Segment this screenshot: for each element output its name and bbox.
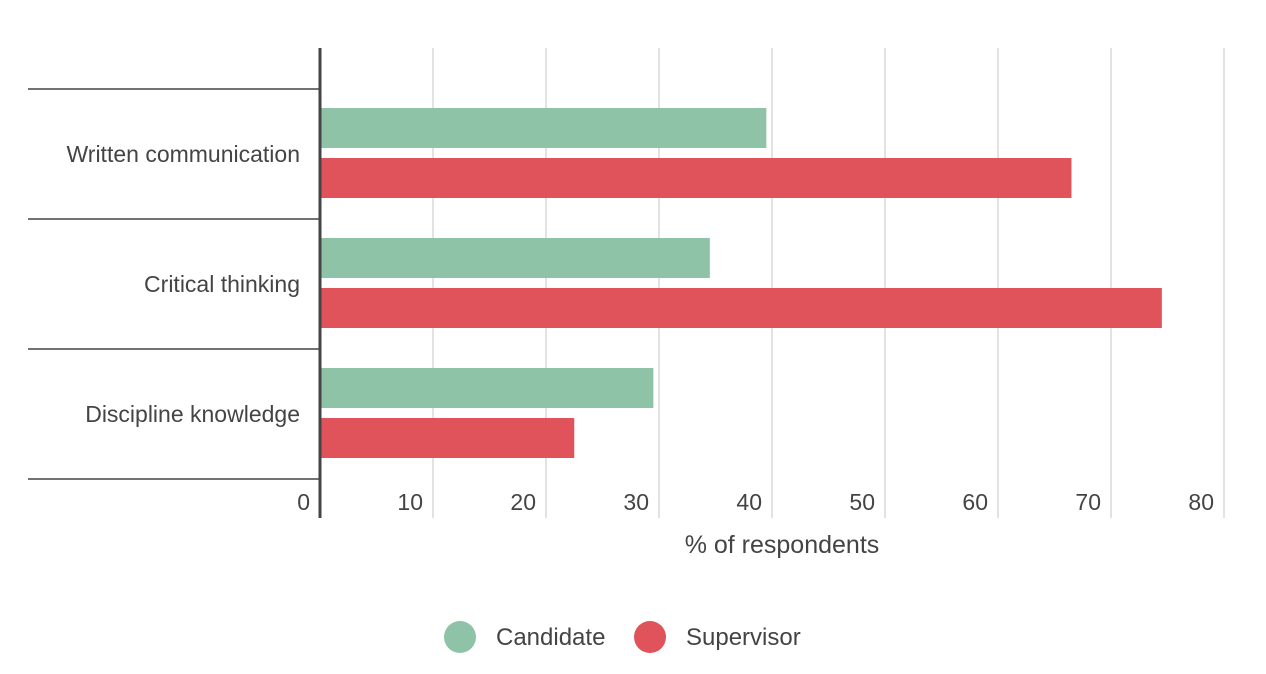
- legend-swatch-supervisor: [634, 621, 666, 653]
- x-tick-label: 50: [849, 489, 875, 515]
- bars: [320, 108, 1162, 458]
- category-label: Discipline knowledge: [85, 401, 300, 427]
- x-tick-label: 80: [1188, 489, 1214, 515]
- legend-label-supervisor: Supervisor: [686, 624, 801, 651]
- x-tick-label: 10: [397, 489, 423, 515]
- bar-supervisor-3: [320, 418, 575, 458]
- x-tick-label: 0: [297, 489, 310, 515]
- bar-candidate-2: [320, 238, 710, 278]
- category-labels: Written communication Critical thinking Di…: [67, 141, 301, 427]
- bar-candidate-3: [320, 368, 654, 408]
- x-tick-label: 40: [736, 489, 762, 515]
- legend-swatch-candidate: [444, 621, 476, 653]
- category-separators: [28, 88, 320, 480]
- x-tick-label: 60: [962, 489, 988, 515]
- bar-candidate-1: [320, 108, 767, 148]
- x-axis-title: % of respondents: [685, 531, 880, 559]
- x-tick-labels: 0 10 20 30 40 50 60 70 80: [297, 489, 1214, 515]
- x-tick-label: 30: [623, 489, 649, 515]
- x-tick-label: 20: [510, 489, 536, 515]
- category-label: Written communication: [67, 141, 301, 167]
- legend: Candidate Supervisor: [444, 621, 801, 653]
- bar-supervisor-2: [320, 288, 1162, 328]
- category-label: Critical thinking: [144, 271, 300, 297]
- x-tick-label: 70: [1075, 489, 1101, 515]
- legend-label-candidate: Candidate: [496, 624, 605, 651]
- bar-supervisor-1: [320, 158, 1072, 198]
